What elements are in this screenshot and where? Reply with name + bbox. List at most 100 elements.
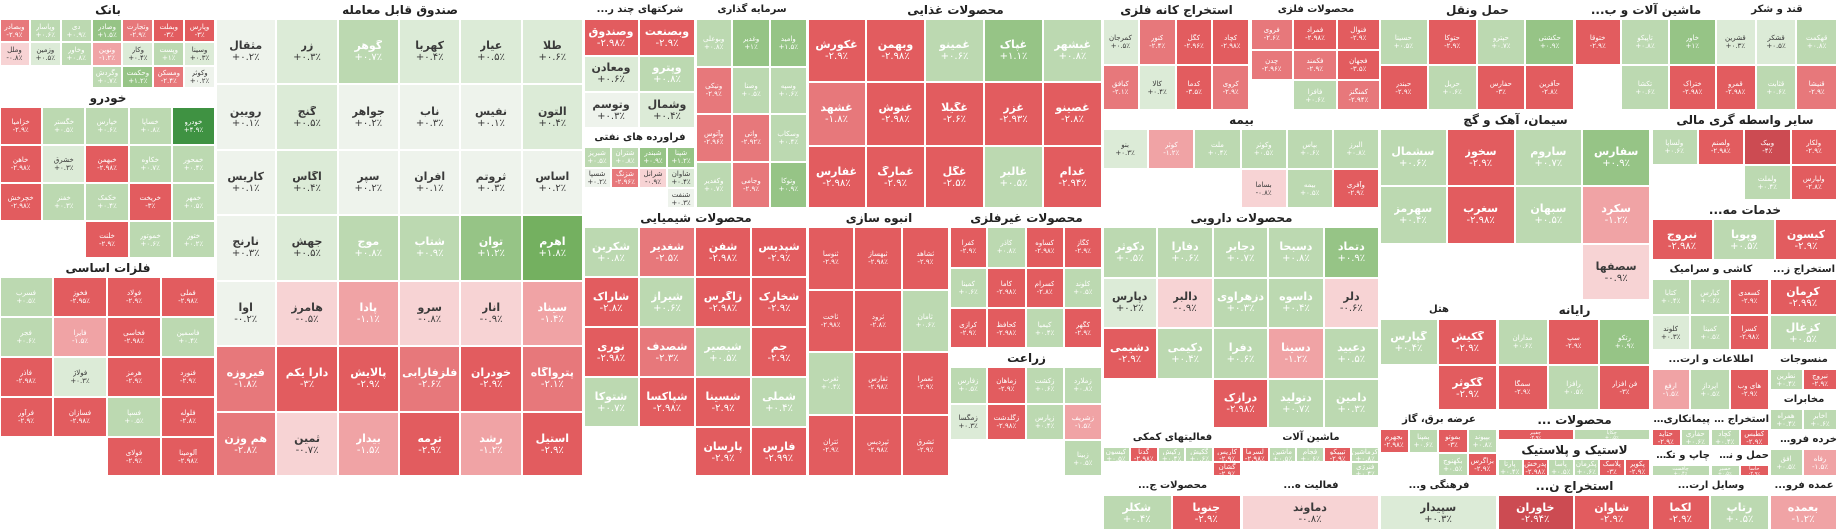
stock-tile[interactable]: قثابت +۰.۶٪ (1755, 65, 1797, 109)
stock-tile[interactable]: هامرز -۰.۵٪ (276, 280, 338, 347)
stock-tile[interactable]: نبروج -۲.۹۸٪ (1653, 219, 1713, 259)
stock-tile[interactable]: کلوند +۰.۳٪ (1653, 315, 1691, 349)
stock-tile[interactable]: حتوکا -۲.۹٪ (1427, 19, 1477, 65)
stock-tile[interactable]: ثنوسا -۲.۹٪ (809, 227, 855, 290)
stock-tile[interactable]: فجام +۰.۶٪ (1296, 447, 1324, 462)
stock-tile[interactable]: رکیش +۰.۴٪ (1157, 447, 1186, 462)
stock-tile[interactable]: مداران +۰.۶٪ (1499, 319, 1548, 365)
stock-tile[interactable]: فخوز -۲.۹۵٪ (53, 277, 107, 317)
stock-tile[interactable]: ثمین -۰.۷٪ (276, 411, 338, 475)
stock-tile[interactable]: شنفت +۰.۳٪ (667, 188, 695, 207)
stock-tile[interactable]: غفارس -۲.۹۸٪ (809, 145, 866, 207)
stock-tile[interactable]: سرو -۰.۸٪ (399, 280, 461, 347)
stock-tile[interactable]: وبصنعت -۲.۹٪ (639, 19, 695, 56)
stock-tile[interactable]: ثاخت -۲.۹۸٪ (809, 289, 855, 352)
stock-tile[interactable]: ختور +۰.۲٪ (171, 221, 215, 257)
stock-tile[interactable]: ترمه -۲.۹٪ (399, 411, 461, 475)
stock-tile[interactable]: البرز +۰.۸٪ (1332, 129, 1379, 169)
stock-tile[interactable]: بیمه +۰.۵٪ (1286, 169, 1333, 207)
stock-tile[interactable]: دماوند -۰.۸٪ (1243, 495, 1379, 529)
stock-tile[interactable]: پارسان -۲.۹٪ (695, 427, 751, 475)
stock-tile[interactable]: آساس +۰.۲٪ (521, 149, 583, 216)
stock-tile[interactable]: جهش +۰.۵٪ (276, 215, 338, 281)
stock-tile[interactable]: چافست +۰.۴٪ (1653, 465, 1710, 475)
stock-tile[interactable]: وبملت -۳٪ (153, 19, 185, 43)
stock-tile[interactable]: بجهرم -۲.۹۸٪ (1381, 429, 1409, 453)
stock-tile[interactable]: فاسمین +۰.۴٪ (161, 317, 215, 357)
stock-tile[interactable]: ناب +۰.۳٪ (399, 84, 461, 150)
stock-tile[interactable]: ثغرب +۰.۴٪ (809, 352, 855, 415)
stock-tile[interactable]: وآتوس -۲.۹۶٪ (697, 114, 733, 162)
stock-tile[interactable]: کاذر +۰.۸٪ (987, 227, 1026, 268)
stock-tile[interactable]: کرماشین +۰.۸٪ (1351, 447, 1379, 462)
stock-tile[interactable]: غنوش -۲.۹۸٪ (866, 82, 925, 146)
stock-tile[interactable]: شپنا +۱.۲٪ (667, 147, 695, 168)
stock-tile[interactable]: فمراد -۲.۹۸٪ (1293, 19, 1337, 50)
stock-tile[interactable]: سمگا -۲.۹٪ (1499, 365, 1548, 409)
stock-tile[interactable]: شبریز +۰.۵٪ (585, 147, 611, 168)
stock-tile[interactable]: حسیر +۰.۵٪ (1712, 465, 1740, 475)
stock-tile[interactable]: فسرب +۰.۵٪ (1, 277, 53, 317)
stock-tile[interactable]: غبشهر +۰.۸٪ (1043, 19, 1102, 83)
stock-tile[interactable]: اخابر +۰.۶٪ (1803, 409, 1837, 429)
stock-tile[interactable]: دپارس +۰.۲٪ (1104, 277, 1158, 328)
stock-tile[interactable]: خودران -۲.۹٪ (460, 346, 522, 412)
stock-tile[interactable]: شخارک -۲.۹٪ (751, 277, 807, 327)
stock-tile[interactable]: کاریس +۰.۱٪ (217, 149, 277, 216)
stock-tile[interactable]: بنو +۰.۳٪ (1104, 129, 1149, 169)
stock-tile[interactable]: کیمیا +۰.۴٪ (1025, 308, 1064, 347)
stock-tile[interactable]: مثقال +۰.۲٪ (217, 19, 277, 85)
stock-tile[interactable]: فنرژی +۰.۴٪ (1351, 462, 1379, 475)
stock-tile[interactable]: پارتا +۰.۴٪ (1499, 459, 1523, 475)
stock-tile[interactable]: وامید +۱.۵٪ (769, 19, 807, 67)
stock-tile[interactable]: شبندر +۰.۹٪ (639, 147, 667, 168)
stock-tile[interactable]: شملی +۰.۴٪ (751, 377, 807, 427)
stock-tile[interactable]: زفارس +۰.۵٪ (951, 367, 988, 404)
stock-tile[interactable]: آلومینا -۲.۹۸٪ (161, 437, 215, 475)
stock-tile[interactable]: ولکار -۲.۹٪ (1790, 129, 1837, 165)
stock-tile[interactable]: گشان -۲.۹٪ (1213, 462, 1241, 475)
stock-tile[interactable]: وگردش +۰.۷٪ (91, 65, 123, 87)
stock-tile[interactable]: ونوین -۱.۲٪ (91, 42, 123, 66)
stock-tile[interactable]: داسوه +۰.۴٪ (1268, 277, 1324, 328)
stock-tile[interactable]: نبروج -۲.۹٪ (1803, 369, 1837, 389)
stock-tile[interactable]: فکمند -۲.۹٪ (1293, 49, 1337, 81)
stock-tile[interactable]: رتاپ +۰.۵٪ (1710, 495, 1769, 529)
stock-tile[interactable]: قمرو -۲.۹۸٪ (1717, 65, 1756, 109)
stock-tile[interactable]: رویین +۰.۱٪ (217, 84, 277, 150)
stock-tile[interactable]: دکیمی +۰.۴٪ (1157, 328, 1213, 379)
stock-tile[interactable]: دامین +۰.۳٪ (1323, 378, 1379, 427)
stock-tile[interactable]: کسرا -۲.۹۸٪ (1729, 315, 1769, 349)
stock-tile[interactable]: حفاری +۰.۶٪ (1680, 429, 1710, 445)
stock-tile[interactable]: شفن -۲.۹۸٪ (695, 227, 751, 277)
stock-tile[interactable]: لکما -۲.۹٪ (1653, 495, 1710, 529)
stock-tile[interactable]: وکار +۰.۴٪ (122, 42, 154, 66)
stock-tile[interactable]: گکیش -۲.۹٪ (1438, 319, 1497, 365)
stock-tile[interactable]: خبهمن -۲.۹۸٪ (85, 145, 129, 183)
stock-tile[interactable]: شبصیر +۰.۵٪ (695, 327, 751, 377)
stock-tile[interactable]: سصفها -۰.۹٪ (1582, 243, 1650, 299)
stock-tile[interactable]: پکرمان +۰.۶٪ (1573, 459, 1599, 475)
stock-tile[interactable]: فلزفارابی -۲.۶٪ (399, 346, 461, 412)
stock-tile[interactable]: وپویا +۰.۵٪ (1713, 219, 1775, 259)
stock-tile[interactable]: زشریف -۱.۵٪ (1063, 403, 1102, 441)
stock-tile[interactable]: سبهان +۰.۵٪ (1514, 186, 1583, 244)
stock-tile[interactable]: وحکمت +۱.۲٪ (122, 65, 154, 87)
stock-tile[interactable]: سیناد -۱.۴٪ (521, 280, 583, 347)
stock-tile[interactable]: ثپردیس -۲.۹۸٪ (854, 414, 902, 475)
stock-tile[interactable]: وکوثر +۰.۲٪ (184, 65, 215, 87)
stock-tile[interactable]: ولپارس -۲.۸٪ (1790, 165, 1837, 199)
stock-tile[interactable]: شتران +۰.۸٪ (611, 147, 639, 168)
stock-tile[interactable]: دجابر +۰.۷٪ (1212, 227, 1269, 278)
stock-tile[interactable]: ثرود -۲.۸٪ (854, 289, 902, 352)
stock-tile[interactable]: وملل -۰.۸٪ (1, 42, 30, 66)
stock-tile[interactable]: فملی -۲.۹۸٪ (161, 277, 215, 317)
stock-tile[interactable]: شسینا -۲.۹٪ (695, 377, 751, 427)
stock-tile[interactable]: خمحور +۰.۴٪ (171, 145, 215, 183)
stock-tile[interactable]: وپاسار +۰.۶٪ (29, 19, 61, 43)
stock-tile[interactable]: وصادر +۱.۵٪ (91, 19, 123, 43)
stock-tile[interactable]: دعبید +۰.۵٪ (1323, 328, 1379, 379)
stock-tile[interactable]: زگلدشت -۲.۹۸٪ (987, 403, 1026, 441)
stock-tile[interactable]: همراه +۰.۴٪ (1771, 409, 1803, 429)
stock-tile[interactable]: جواهر +۰.۲٪ (337, 84, 399, 150)
